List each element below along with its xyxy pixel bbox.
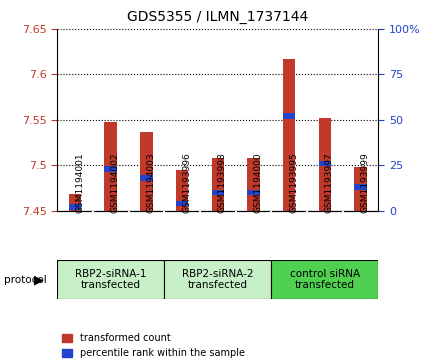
Bar [319, 160, 331, 166]
Text: RBP2-siRNA-2
transfected: RBP2-siRNA-2 transfected [182, 269, 253, 290]
Bar [212, 189, 224, 195]
Text: GSM1194001: GSM1194001 [75, 152, 84, 213]
Bar [164, 260, 271, 299]
Legend: transformed count, percentile rank within the sample: transformed count, percentile rank withi… [62, 333, 245, 358]
Bar [176, 200, 188, 206]
Bar [140, 175, 153, 180]
Bar [69, 194, 81, 211]
Bar [247, 189, 260, 195]
Text: GSM1193996: GSM1193996 [182, 152, 191, 213]
Text: RBP2-siRNA-1
transfected: RBP2-siRNA-1 transfected [75, 269, 147, 290]
Bar [354, 184, 367, 189]
Text: GSM1193997: GSM1193997 [325, 152, 334, 213]
Bar [104, 122, 117, 211]
Text: protocol: protocol [4, 274, 47, 285]
Bar [57, 260, 164, 299]
Bar [271, 260, 378, 299]
Text: control siRNA
transfected: control siRNA transfected [290, 269, 360, 290]
Bar [212, 158, 224, 211]
Text: GSM1193995: GSM1193995 [289, 152, 298, 213]
Text: GSM1193999: GSM1193999 [360, 152, 370, 213]
Text: GSM1193998: GSM1193998 [218, 152, 227, 213]
Bar [283, 113, 295, 119]
Bar [319, 118, 331, 211]
Text: GSM1194002: GSM1194002 [111, 152, 120, 213]
Bar [69, 204, 81, 209]
Text: ▶: ▶ [34, 273, 44, 286]
Title: GDS5355 / ILMN_1737144: GDS5355 / ILMN_1737144 [127, 10, 308, 24]
Text: GSM1194000: GSM1194000 [253, 152, 263, 213]
Bar [140, 131, 153, 211]
Bar [104, 166, 117, 171]
Bar [176, 170, 188, 211]
Text: GSM1194003: GSM1194003 [147, 152, 155, 213]
Bar [354, 167, 367, 211]
Bar [283, 59, 295, 211]
Bar [247, 158, 260, 211]
